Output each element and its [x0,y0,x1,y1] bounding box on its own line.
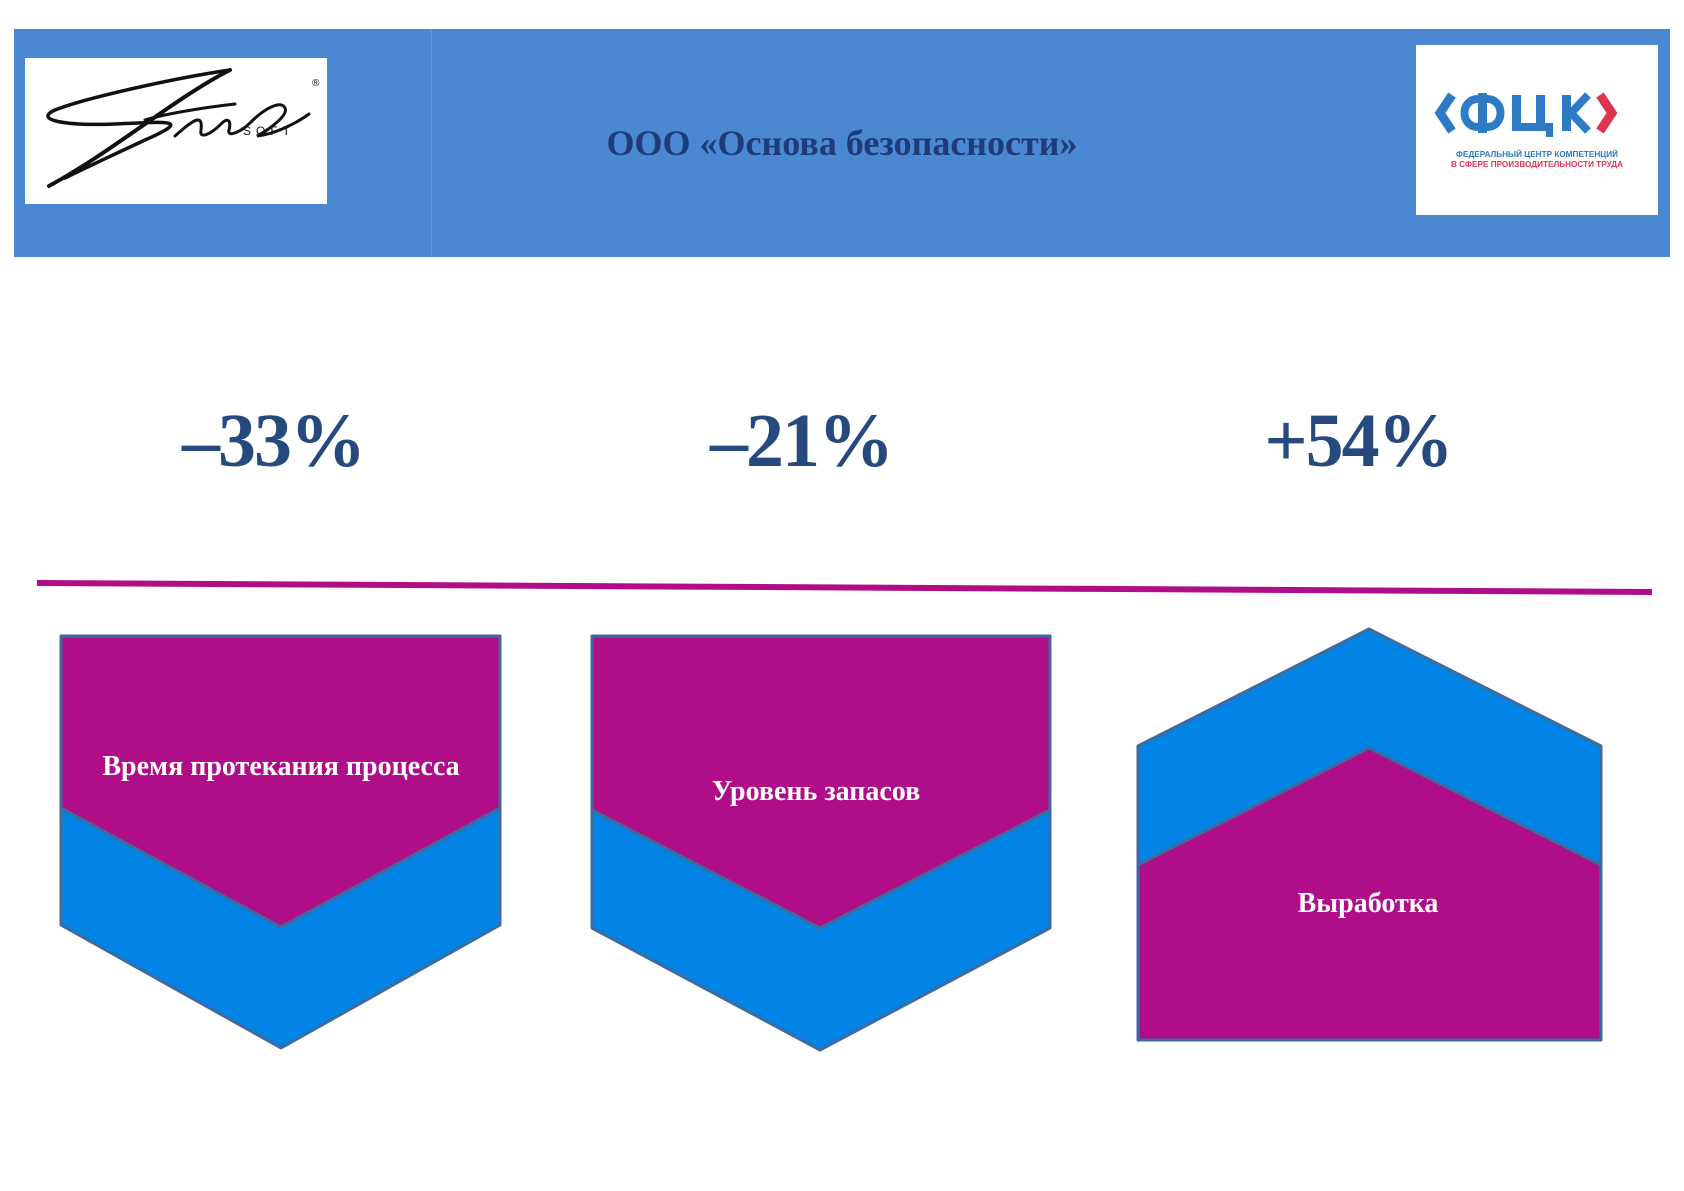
fck-subtitle-line2: В СФЕРЕ ПРОИЗВОДИТЕЛЬНОСТИ ТРУДА [1451,160,1623,169]
stil-soft-subtext: SOFT [243,124,295,138]
stil-soft-logo: ® SOFT [25,58,327,204]
header-divider [431,29,432,257]
company-title: ООО «Основа безопасности» [606,123,1078,163]
metric-inventory-label: Уровень запасов [711,776,921,807]
arrow-down-shape-1 [59,634,502,1050]
arrow-down-shape-2 [590,634,1052,1052]
metric-output-value: +54% [1264,399,1453,483]
fck-logo: ФЕДЕРАЛЬНЫЙ ЦЕНТР КОМПЕТЕНЦИЙ В СФЕРЕ ПР… [1416,45,1658,215]
fck-subtitle-line1: ФЕДЕРАЛЬНЫЙ ЦЕНТР КОМПЕТЕНЦИЙ [1456,148,1618,159]
metric-process-time-label: Время протекания процесса [102,751,460,782]
metric-process-time-value: –33% [182,399,366,483]
stil-registered-mark: ® [312,78,320,89]
arrow-up-shape-3 [1136,627,1603,1042]
metric-output-label: Выработка [1297,888,1439,919]
metric-inventory-value: –21% [710,399,894,483]
